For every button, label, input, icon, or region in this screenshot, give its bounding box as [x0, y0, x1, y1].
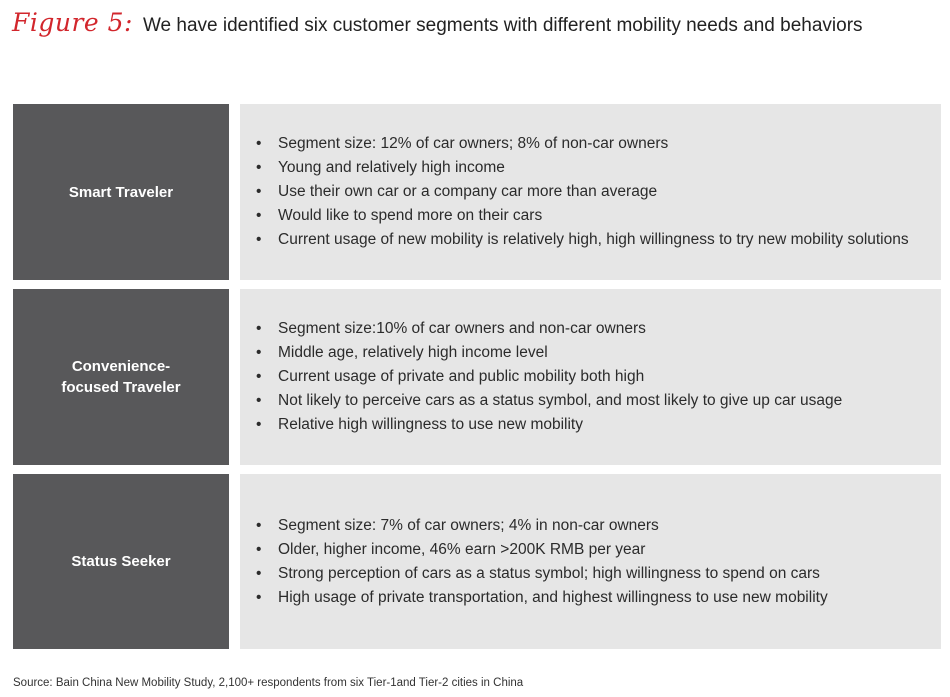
- list-item: • Relative high willingness to use new mo…: [256, 413, 842, 437]
- list-item: • Young and relatively high income: [256, 156, 909, 180]
- bullet-icon: •: [256, 540, 262, 558]
- figure-label: Figure 5:: [12, 8, 133, 37]
- segment-description-cell: • Segment size:10% of car owners and non-…: [240, 289, 941, 465]
- list-item: • Segment size:10% of car owners and non-…: [256, 317, 842, 341]
- segment-name-cell: Convenience- focused Traveler: [13, 289, 229, 465]
- list-item: • Use their own car or a company car more…: [256, 180, 909, 204]
- bullet-icon: •: [256, 159, 262, 176]
- segment-bullet-list: • Segment size:10% of car owners and non-…: [256, 317, 842, 437]
- list-item: • Segment size: 7% of car owners; 4% in n…: [256, 514, 828, 538]
- list-item: • Segment size: 12% of car owners; 8% of …: [256, 132, 909, 156]
- figure-header: Figure 5: We have identified six custome…: [12, 8, 863, 42]
- segment-name: Convenience- focused Traveler: [61, 358, 181, 396]
- bullet-icon: •: [256, 588, 262, 606]
- segments-table: Smart Traveler • Segment size: 12% of car…: [13, 104, 941, 658]
- bullet-icon: •: [256, 344, 262, 361]
- list-item: • High usage of private transportation, a…: [256, 586, 828, 610]
- segment-row-convenience-focused-traveler: Convenience- focused Traveler • Segment s…: [13, 289, 941, 465]
- list-item: • Strong perception of cars as a status s…: [256, 562, 828, 586]
- segment-description-cell: • Segment size: 7% of car owners; 4% in n…: [240, 474, 941, 649]
- segment-bullet-list: • Segment size: 7% of car owners; 4% in n…: [256, 514, 828, 610]
- bullet-icon: •: [256, 416, 262, 433]
- figure-title: We have identified six customer segments…: [142, 15, 863, 36]
- bullet-icon: •: [256, 231, 262, 248]
- list-item: • Current usage of private and public mob…: [256, 365, 842, 389]
- bullet-icon: •: [256, 516, 262, 534]
- segment-name-cell: Status Seeker: [13, 474, 229, 649]
- list-item: • Older, higher income, 46% earn >200K RM…: [256, 538, 828, 562]
- segment-name: Status Seeker: [71, 553, 171, 570]
- list-item: • Middle age, relatively high income leve…: [256, 341, 842, 365]
- bullet-icon: •: [256, 392, 262, 409]
- list-item: • Current usage of new mobility is relati…: [256, 228, 909, 252]
- bullet-icon: •: [256, 564, 262, 582]
- segment-bullet-list: • Segment size: 12% of car owners; 8% of …: [256, 132, 909, 252]
- bullet-icon: •: [256, 320, 262, 337]
- segment-description-cell: • Segment size: 12% of car owners; 8% of …: [240, 104, 941, 280]
- segment-name-cell: Smart Traveler: [13, 104, 229, 280]
- segment-row-status-seeker: Status Seeker • Segment size: 7% of car o…: [13, 474, 941, 649]
- bullet-icon: •: [256, 207, 262, 224]
- bullet-icon: •: [256, 368, 262, 385]
- segment-row-smart-traveler: Smart Traveler • Segment size: 12% of car…: [13, 104, 941, 280]
- bullet-icon: •: [256, 135, 262, 152]
- source-note: Source: Bain China New Mobility Study, 2…: [13, 677, 524, 689]
- list-item: • Not likely to perceive cars as a status…: [256, 389, 842, 413]
- segment-name: Smart Traveler: [68, 183, 174, 201]
- list-item: • Would like to spend more on their cars: [256, 204, 909, 228]
- bullet-icon: •: [256, 183, 262, 200]
